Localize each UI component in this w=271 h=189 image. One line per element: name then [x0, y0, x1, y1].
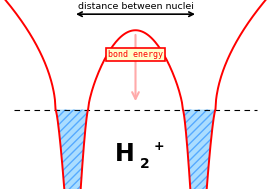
Text: H: H [115, 142, 134, 166]
Text: bond energy: bond energy [108, 50, 163, 59]
Text: 2: 2 [140, 157, 150, 171]
Text: +: + [153, 140, 164, 153]
Text: distance between nuclei: distance between nuclei [78, 2, 193, 11]
